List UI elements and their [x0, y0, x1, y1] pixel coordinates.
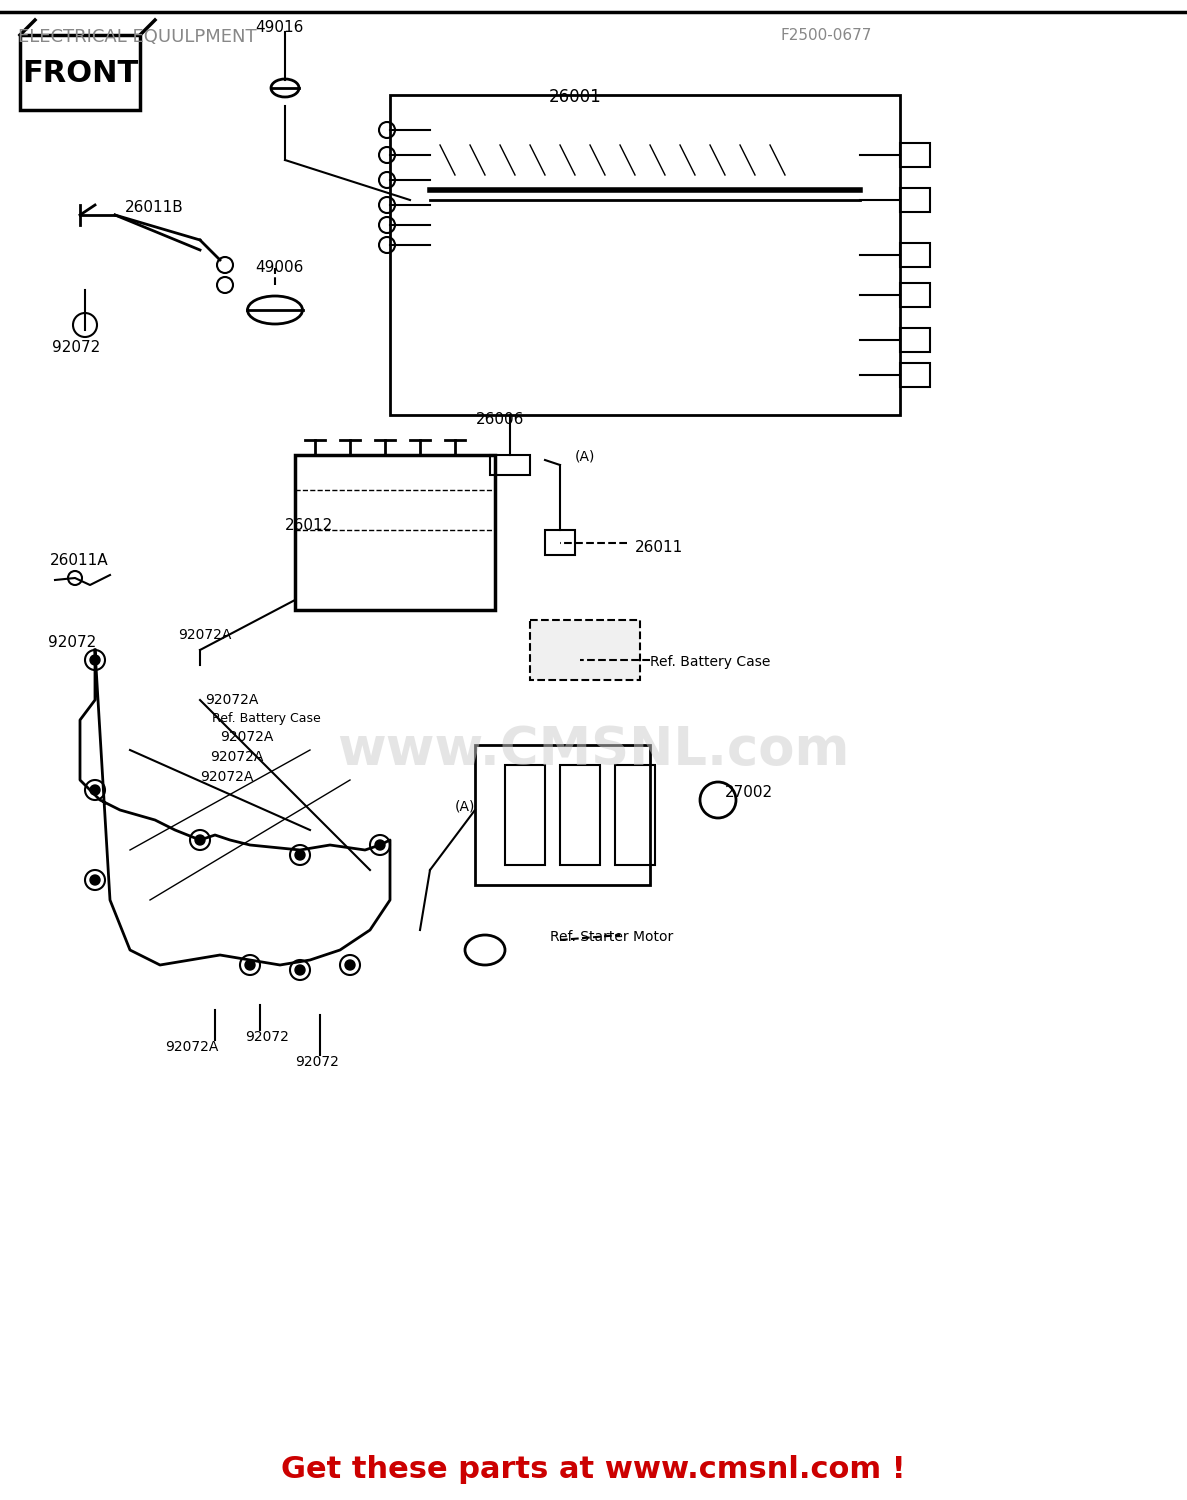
Bar	[900, 328, 929, 352]
Text: FRONT: FRONT	[21, 58, 138, 87]
Text: 92072A: 92072A	[210, 750, 264, 764]
Circle shape	[345, 960, 355, 970]
Text: Ref. Battery Case: Ref. Battery Case	[212, 712, 320, 724]
Bar	[615, 765, 655, 865]
Text: www.CMSNL.com: www.CMSNL.com	[337, 724, 849, 776]
Bar	[900, 243, 929, 267]
Bar	[504, 765, 545, 865]
Circle shape	[90, 656, 100, 664]
Circle shape	[296, 850, 305, 859]
Text: 92072A: 92072A	[199, 770, 253, 784]
Text: 92072A: 92072A	[178, 628, 231, 642]
Text: 92072: 92072	[245, 1030, 288, 1044]
Circle shape	[375, 840, 385, 850]
Text: 26011: 26011	[635, 540, 684, 555]
Circle shape	[195, 836, 205, 844]
Text: F2500-0677: F2500-0677	[780, 28, 871, 44]
Bar	[560, 765, 599, 865]
Text: Ref. Starter Motor: Ref. Starter Motor	[550, 930, 673, 944]
Bar	[900, 142, 929, 166]
Circle shape	[90, 784, 100, 795]
Text: (A): (A)	[455, 800, 475, 814]
Text: Get these parts at www.cmsnl.com !: Get these parts at www.cmsnl.com !	[280, 1455, 906, 1485]
Text: 92072: 92072	[296, 1054, 338, 1070]
Text: 92072A: 92072A	[165, 1040, 218, 1054]
Bar	[391, 94, 900, 416]
Bar	[475, 746, 650, 885]
Bar	[490, 454, 531, 476]
Text: 27002: 27002	[725, 784, 773, 800]
Bar	[296, 454, 495, 610]
Text: 26006: 26006	[476, 413, 525, 428]
Text: 92072: 92072	[47, 634, 96, 650]
Bar	[900, 363, 929, 387]
Circle shape	[245, 960, 255, 970]
Circle shape	[90, 874, 100, 885]
Bar	[900, 284, 929, 308]
Bar	[900, 188, 929, 211]
Text: 49016: 49016	[255, 20, 304, 34]
Text: 26011A: 26011A	[50, 554, 109, 568]
Text: 26001: 26001	[548, 88, 602, 106]
Text: ELECTRICAL EQUULPMENT: ELECTRICAL EQUULPMENT	[18, 28, 256, 46]
Text: Ref. Battery Case: Ref. Battery Case	[650, 656, 770, 669]
Text: 92072A: 92072A	[220, 730, 273, 744]
Bar	[545, 530, 575, 555]
Text: 26011B: 26011B	[125, 200, 184, 214]
Text: (A): (A)	[575, 450, 596, 464]
Text: 26012: 26012	[285, 518, 334, 532]
Circle shape	[296, 964, 305, 975]
Text: 92072A: 92072A	[205, 693, 259, 706]
Bar	[531, 620, 640, 680]
Text: 49006: 49006	[255, 260, 304, 274]
Bar	[20, 34, 140, 110]
Text: 92072: 92072	[52, 340, 100, 356]
